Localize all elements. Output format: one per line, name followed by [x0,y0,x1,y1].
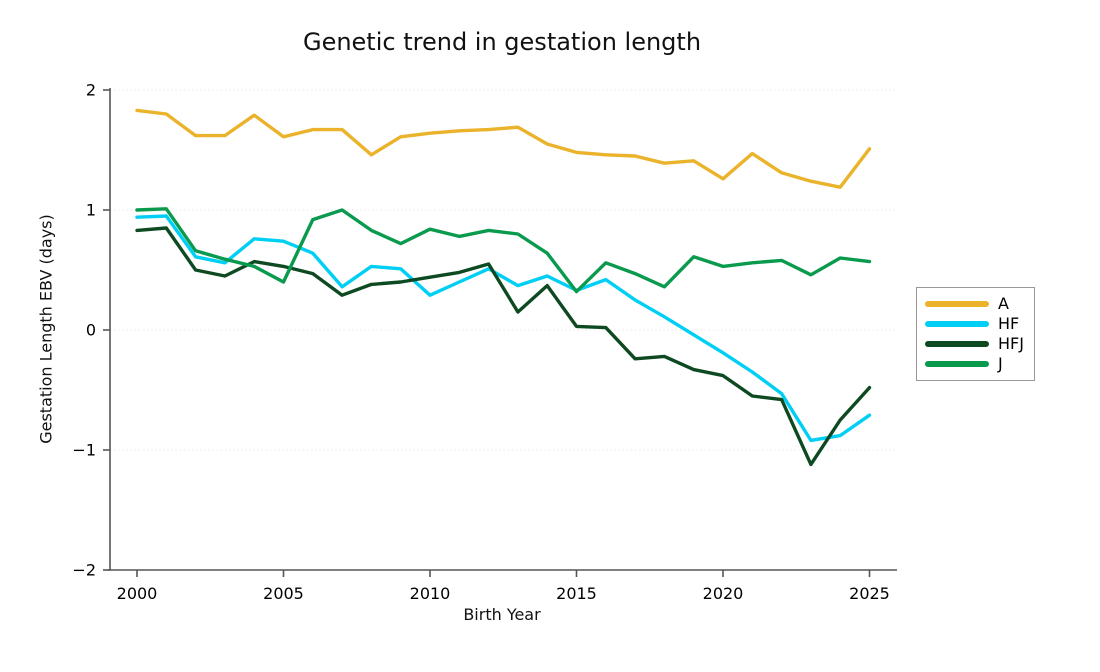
legend-item-a: A [925,294,1034,314]
y-tick-label: −1 [72,441,96,460]
legend-label-hfj: HFJ [998,334,1024,353]
legend: A HF HFJ J [916,287,1035,381]
chart-title: Genetic trend in gestation length [302,28,702,56]
legend-label-a: A [998,294,1009,313]
x-tick-label: 2005 [263,584,304,603]
x-axis-label: Birth Year [463,605,541,624]
legend-item-hf: HF [925,314,1034,334]
series-line-hfj [135,226,872,467]
legend-swatch-hf [925,321,989,327]
series-line-hf [135,214,872,443]
series-line-a [135,108,872,189]
legend-label-j: J [998,354,1003,373]
series-line-j [135,207,872,294]
x-tick-label: 2015 [556,584,597,603]
y-axis-label-text: Gestation Length EBV (days) [36,214,56,444]
legend-swatch-a [925,301,989,307]
y-tick-label: −2 [72,561,96,580]
x-tick-label: 2010 [410,584,451,603]
y-tick-label: 2 [86,81,96,100]
x-tick-label: 2025 [849,584,890,603]
x-tick-label: 2020 [703,584,744,603]
y-tick-label: 0 [86,321,96,340]
x-tick-label: 2000 [117,584,158,603]
legend-swatch-hfj [925,341,989,347]
legend-item-hfj: HFJ [925,334,1034,354]
legend-swatch-j [925,361,989,367]
y-tick-label: 1 [86,201,96,220]
legend-item-j: J [925,354,1034,374]
legend-label-hf: HF [998,314,1020,333]
